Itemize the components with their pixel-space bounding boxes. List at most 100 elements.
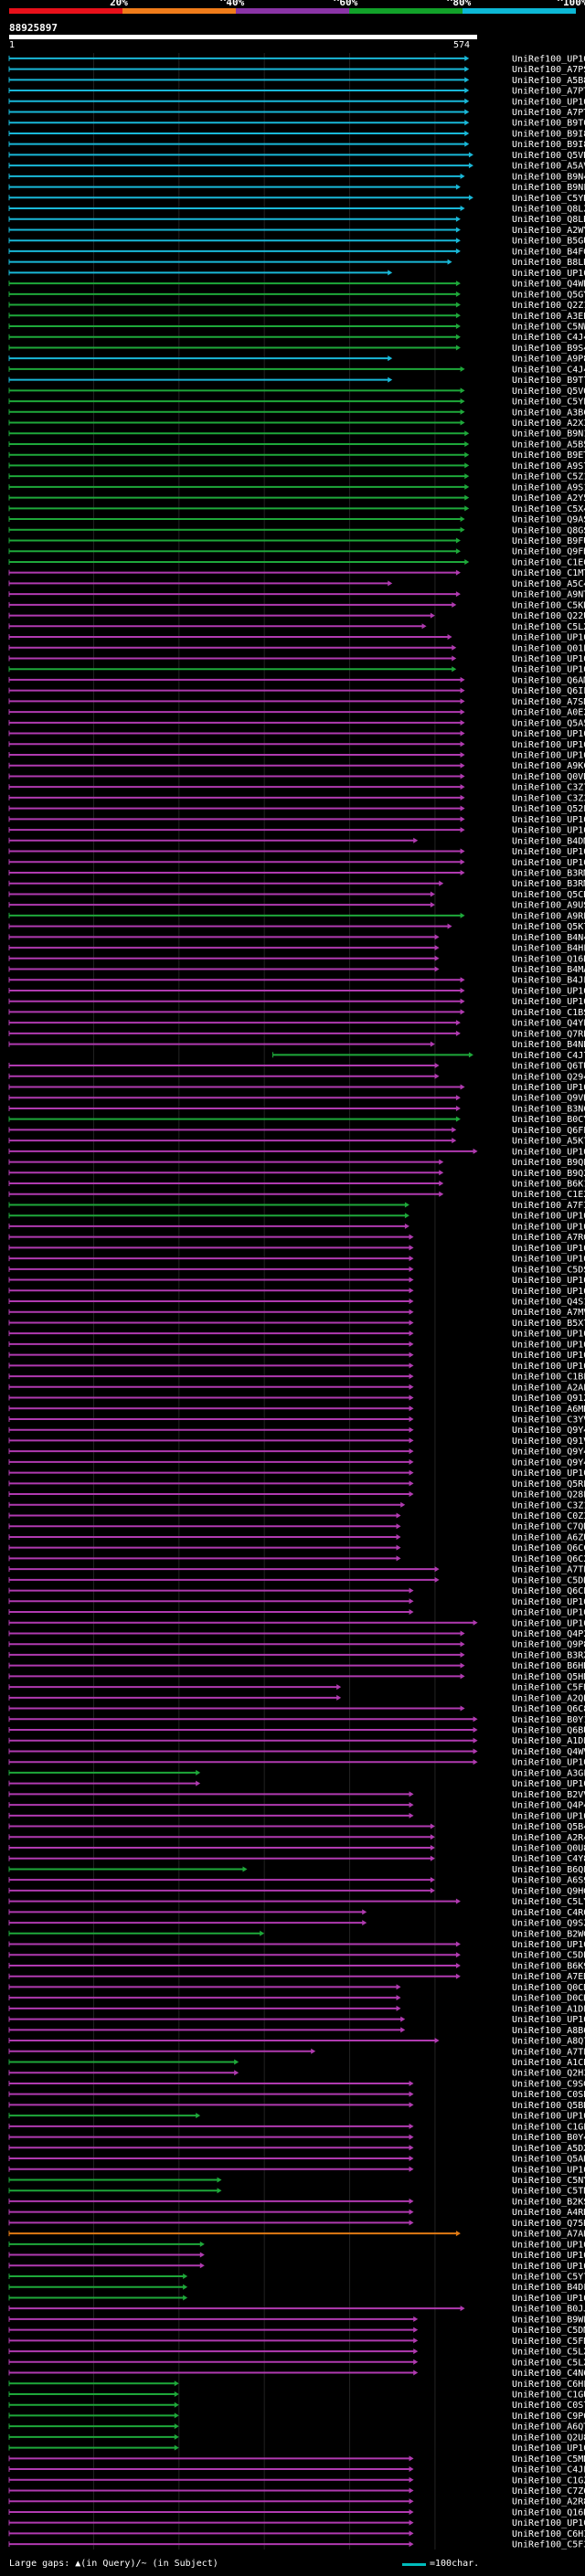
hit-label: UniRef100_A9RE59	[512, 911, 585, 921]
hit-label: UniRef100_B4NBV3	[512, 1040, 585, 1050]
hit-label: UniRef100_Q6FLR6	[512, 1126, 585, 1136]
hit-label: UniRef100_UP1000...	[512, 1468, 585, 1479]
hit-label: UniRef100_UP1000...	[512, 858, 585, 868]
hit-label: UniRef100_B2VV01	[512, 1790, 585, 1800]
hit-label: UniRef100_A7PTV1	[512, 108, 585, 118]
hit-label: UniRef100_UP1000...	[512, 633, 585, 643]
hit-label: UniRef100_Q294H1	[512, 1072, 585, 1082]
hit-label: UniRef100_Q16RY0	[512, 954, 585, 964]
hit-label: UniRef100_Q5REE0	[512, 1479, 585, 1489]
hit-label: UniRef100_C5KDT0	[512, 600, 585, 610]
hit-label: UniRef100_A6ZUN3	[512, 1532, 585, 1542]
hit-label: UniRef100_C0S751	[512, 2401, 585, 2411]
hit-arrowhead	[430, 1041, 435, 1047]
hit-label: UniRef100_UP1000...	[512, 2443, 585, 2454]
hit-arrowhead	[447, 634, 452, 641]
hit-arrowhead	[336, 1694, 342, 1701]
hit-label: UniRef100_UP1000...	[512, 847, 585, 857]
hit-label: UniRef100_A5C4Z6	[512, 579, 585, 589]
hit-arrowhead	[460, 998, 465, 1004]
hit-arrowhead	[174, 2412, 179, 2419]
hit-label: UniRef100_UP1000...	[512, 1083, 585, 1093]
hit-arrowhead	[400, 2016, 406, 2022]
hit-label: UniRef100_C5FNB5	[512, 1683, 585, 1693]
hit-arrowhead	[452, 1138, 457, 1144]
hit-label: UniRef100_Q52L16	[512, 804, 585, 814]
hit-arrowhead	[473, 1716, 478, 1723]
hit-label: UniRef100_UP1000...	[512, 2251, 585, 2261]
hit-label: UniRef100_C5DB49	[512, 1951, 585, 1961]
hit-arrowhead	[404, 1213, 410, 1219]
legend-percent-label: 20%	[110, 0, 128, 8]
hit-label: UniRef100_UP1000...	[512, 1340, 585, 1350]
hit-label: UniRef100_Q2H3P6	[512, 2069, 585, 2079]
hit-arrowhead	[452, 644, 457, 651]
hit-arrowhead	[396, 2005, 401, 2011]
hit-arrowhead	[439, 880, 444, 886]
hit-label: UniRef100_C5MDX6	[512, 2454, 585, 2465]
hit-arrowhead	[464, 440, 470, 447]
hit-arrowhead	[413, 2316, 419, 2322]
hit-arrowhead	[460, 408, 465, 415]
hit-label: UniRef100_UP1000...	[512, 97, 585, 107]
hit-label: UniRef100_B4DFG8	[512, 2283, 585, 2293]
hit-label: UniRef100_B9Q2K3	[512, 1169, 585, 1179]
hit-arrowhead	[464, 141, 470, 147]
hit-label: UniRef100_A7EDC4	[512, 1972, 585, 1982]
hit-label: UniRef100_Q2Z1P5	[512, 301, 585, 311]
hit-label: UniRef100_UP1000...	[512, 1940, 585, 1950]
hit-arrowhead	[434, 955, 440, 961]
hit-arrowhead	[430, 612, 435, 619]
hit-label: UniRef100_B0JJ79	[512, 2305, 585, 2315]
hit-arrowhead	[460, 1673, 465, 1680]
hit-label: UniRef100_UP1000...	[512, 1147, 585, 1157]
hit-label: UniRef100_A5K7F4	[512, 1137, 585, 1147]
hit-label: UniRef100_C0SB04	[512, 2090, 585, 2100]
hit-label: UniRef100_B6K1L6	[512, 1180, 585, 1190]
hit-label: UniRef100_A1CBB8	[512, 2058, 585, 2068]
hit-label: UniRef100_B9I8H6	[512, 129, 585, 139]
hit-arrowhead	[413, 2337, 419, 2344]
hit-arrowhead	[460, 419, 465, 426]
hit-label: UniRef100_C1BLV3	[512, 1373, 585, 1383]
hit-label: UniRef100_C4JLH8	[512, 2465, 585, 2475]
hit-label: UniRef100_A2Y5X3	[512, 493, 585, 504]
hit-arrowhead	[434, 2038, 440, 2044]
hit-label: UniRef100_Q6C2F9	[512, 1554, 585, 1564]
hit-arrowhead	[409, 2102, 414, 2108]
hit-arrowhead	[409, 1791, 414, 1797]
hit-arrowhead	[460, 676, 465, 683]
hit-label: UniRef100_Q4WVD0	[512, 1747, 585, 1757]
query-sequence-bar	[9, 35, 477, 39]
hit-arrowhead	[464, 130, 470, 136]
hit-arrowhead	[409, 2198, 414, 2204]
hit-label: UniRef100_Q9P8N1	[512, 1640, 585, 1650]
hit-label: UniRef100_C5LXR1	[512, 2358, 585, 2368]
hit-label: UniRef100_C5NWM5	[512, 322, 585, 332]
hit-arrowhead	[409, 1480, 414, 1487]
hit-arrowhead	[388, 376, 393, 383]
hit-label: UniRef100_A1DE58	[512, 2004, 585, 2014]
hit-arrowhead	[455, 281, 461, 287]
hit-arrowhead	[396, 1995, 401, 2001]
hit-arrowhead	[439, 1170, 444, 1176]
hit-label: UniRef100_Q8LR61	[512, 215, 585, 225]
hit-label: UniRef100_C1GUB2	[512, 2390, 585, 2400]
hit-label: UniRef100_Q4S1U9	[512, 1298, 585, 1308]
hit-label: UniRef100_Q9FHK8	[512, 547, 585, 557]
hit-arrowhead	[455, 334, 461, 340]
hit-label: UniRef100_A8B6Z3	[512, 2026, 585, 2036]
hit-arrowhead	[396, 1512, 401, 1519]
hit-arrowhead	[455, 248, 461, 254]
hit-arrowhead	[455, 345, 461, 351]
hit-arrowhead	[174, 2401, 179, 2408]
hit-arrowhead	[460, 827, 465, 833]
hit-label: UniRef100_UP1000...	[512, 2015, 585, 2025]
hit-label: UniRef100_A2R8Q5	[512, 2497, 585, 2507]
legend-percent-label: ^60%	[333, 0, 358, 8]
hit-arrowhead	[473, 1748, 478, 1754]
hit-label: UniRef100_UP1000...	[512, 1351, 585, 1361]
hit-arrowhead	[464, 55, 470, 61]
hit-label: UniRef100_UP1000...	[512, 2112, 585, 2122]
hit-label: UniRef100_UP1000...	[512, 2262, 585, 2272]
